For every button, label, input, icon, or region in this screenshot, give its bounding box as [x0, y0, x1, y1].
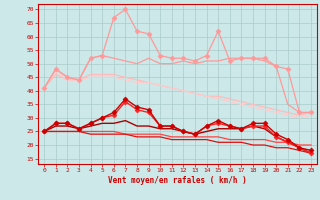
X-axis label: Vent moyen/en rafales ( km/h ): Vent moyen/en rafales ( km/h ) — [108, 176, 247, 185]
